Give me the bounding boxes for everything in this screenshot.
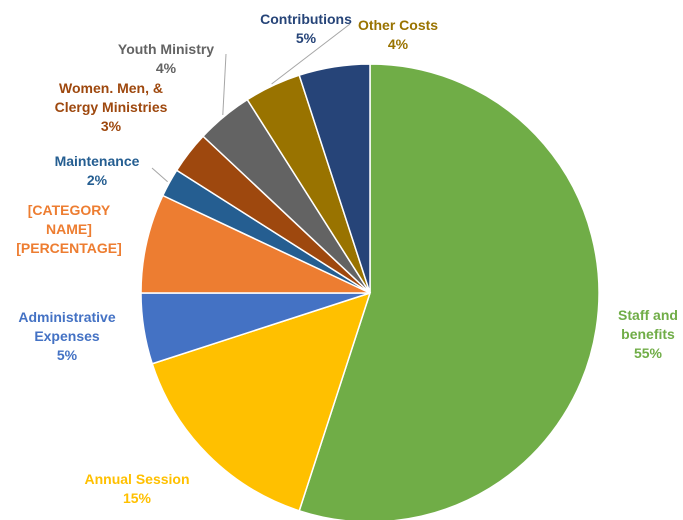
data-labels: Staff and benefits 55% Annual Session 15% Adm… <box>16 11 678 506</box>
data-label-name-line: Other Costs <box>358 17 438 33</box>
data-label-name-line: NAME] <box>46 221 92 237</box>
data-label-name-line: Clergy Ministries <box>55 99 168 115</box>
data-label-other-costs: Other Costs 4% <box>358 17 438 52</box>
data-label-category-name: [CATEGORY NAME] [PERCENTAGE] <box>16 202 122 256</box>
pie-slices <box>140 63 600 520</box>
data-label-value: [PERCENTAGE] <box>16 240 122 256</box>
data-label-value: 15% <box>123 490 152 506</box>
data-label-name-line: Contributions <box>260 11 352 27</box>
pie-slice-contributions <box>298 63 371 294</box>
data-label-administrative-expenses: Administrative Expenses 5% <box>18 309 115 363</box>
data-label-name-line: Youth Ministry <box>118 41 214 57</box>
pie-slice-staff-and-benefits <box>298 63 600 520</box>
data-label-youth-ministry: Youth Ministry 4% <box>118 41 214 76</box>
data-label-annual-session: Annual Session 15% <box>84 471 189 506</box>
data-label-women-men-clergy-ministries: Women. Men, & Clergy Ministries 3% <box>55 80 168 134</box>
data-label-staff-and-benefits: Staff and benefits 55% <box>618 307 678 361</box>
data-label-value: 4% <box>156 60 177 76</box>
data-label-name-line: Maintenance <box>55 153 140 169</box>
leader-line-youth-ministry <box>222 53 227 116</box>
data-label-value: 4% <box>388 36 409 52</box>
data-label-name-line: Annual Session <box>84 471 189 487</box>
pie-slice-annual-session <box>151 291 372 512</box>
data-label-contributions: Contributions 5% <box>260 11 352 46</box>
data-label-maintenance: Maintenance 2% <box>55 153 140 188</box>
data-label-value: 55% <box>634 345 663 361</box>
data-label-name-line: benefits <box>621 326 675 342</box>
data-label-value: 5% <box>296 30 317 46</box>
data-label-name-line: Expenses <box>34 328 100 344</box>
data-label-value: 3% <box>101 118 122 134</box>
data-label-name-line: Women. Men, & <box>59 80 163 96</box>
data-label-name-line: Administrative <box>18 309 115 325</box>
data-label-value: 5% <box>57 347 78 363</box>
data-label-value: 2% <box>87 172 108 188</box>
data-label-name-line: Staff and <box>618 307 678 323</box>
data-label-name-line: [CATEGORY <box>28 202 111 218</box>
leader-lines <box>151 23 351 183</box>
leader-line-maintenance <box>151 167 168 183</box>
leader-line-other-costs <box>271 23 351 85</box>
